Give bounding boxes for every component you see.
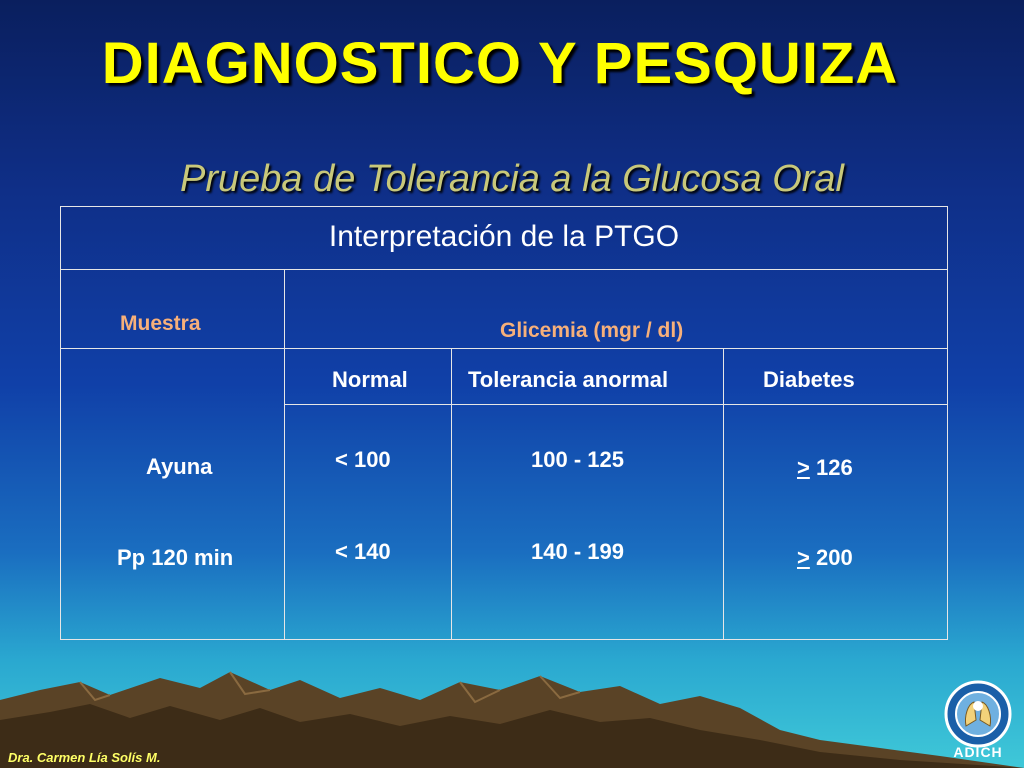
table-divider-col2 — [451, 348, 452, 640]
table-title: Interpretación de la PTGO — [328, 220, 680, 253]
table-divider-col1 — [284, 269, 285, 640]
table-border-top — [60, 206, 948, 207]
subheader-diabetes: Diabetes — [763, 367, 855, 392]
table-divider-subheader — [284, 404, 948, 405]
table-border-bottom — [60, 639, 948, 640]
cell-pp120-diabetes: > 200 — [797, 545, 853, 571]
cell-ayuna-anormal: 100 - 125 — [531, 447, 624, 472]
header-muestra: Muestra — [120, 312, 201, 335]
table-border-left — [60, 206, 61, 640]
table-divider-title — [60, 269, 948, 270]
footer-author: Dra. Carmen Lía Solís M. — [8, 750, 161, 765]
header-glicemia: Glicemia (mgr / dl) — [500, 319, 684, 342]
diabetes-value: 126 — [809, 455, 853, 480]
subheader-tolerancia-anormal: Tolerancia anormal — [468, 367, 669, 392]
ge-symbol: > — [797, 455, 810, 480]
cell-pp120-anormal: 140 - 199 — [531, 539, 624, 564]
slide-subtitle: Prueba de Tolerancia a la Glucosa Oral — [180, 158, 844, 200]
table-divider-header — [60, 348, 948, 349]
slide-title: DIAGNOSTICO Y PESQUIZA — [101, 31, 899, 96]
adich-emblem-icon — [944, 680, 1012, 748]
mountain-range-graphic — [0, 671, 1024, 768]
diabetes-value: 200 — [809, 545, 853, 570]
ptgo-table: Interpretación de la PTGO Muestra Glicem… — [60, 206, 948, 640]
row-label-ayuna: Ayuna — [146, 454, 213, 479]
subheader-normal: Normal — [332, 367, 408, 392]
table-border-right — [947, 206, 948, 640]
cell-ayuna-normal: < 100 — [335, 447, 391, 472]
ge-symbol: > — [797, 545, 810, 570]
cell-ayuna-diabetes: > 126 — [797, 455, 853, 481]
adich-logo: ADICH — [940, 680, 1016, 762]
cell-pp120-normal: < 140 — [335, 539, 391, 564]
table-divider-col3 — [723, 348, 724, 640]
row-label-pp120: Pp 120 min — [117, 545, 234, 570]
adich-label: ADICH — [953, 744, 1003, 760]
